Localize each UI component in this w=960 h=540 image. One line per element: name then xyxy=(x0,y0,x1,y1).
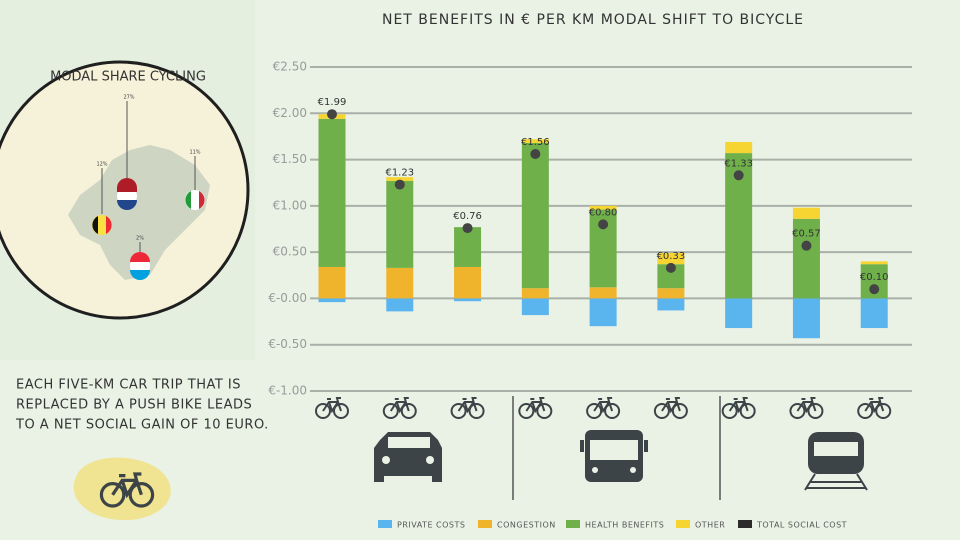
bar-segment xyxy=(792,218,820,299)
bar-segment xyxy=(792,207,820,219)
bike-icon xyxy=(857,397,892,419)
bar-segment xyxy=(318,298,346,303)
bar-segment xyxy=(589,205,617,210)
total-dot xyxy=(665,262,676,273)
y-tick-label: €2.50 xyxy=(273,60,307,74)
total-dot xyxy=(598,219,609,230)
bike-icon xyxy=(653,397,688,419)
y-tick-label: €1.00 xyxy=(273,198,307,212)
bike-icon xyxy=(721,397,756,419)
map-shape xyxy=(68,145,210,280)
bar-segment xyxy=(589,287,617,299)
bike-icon xyxy=(789,397,824,419)
legend-label: HEALTH BENEFITS xyxy=(585,521,664,530)
bar-segment xyxy=(386,267,414,299)
share-label: 11% xyxy=(189,150,200,156)
y-tick-label: €-1.00 xyxy=(268,384,307,398)
total-dot xyxy=(462,223,473,234)
bar-segment xyxy=(318,266,346,299)
legend-label: OTHER xyxy=(695,521,725,530)
bar-segment xyxy=(657,298,685,311)
legend-label: PRIVATE COSTS xyxy=(397,521,465,530)
y-tick-label: €1.50 xyxy=(273,152,307,166)
legend-swatch xyxy=(676,520,690,528)
total-dot xyxy=(530,149,541,160)
total-dot xyxy=(869,284,880,295)
bus-icon xyxy=(580,430,648,482)
legend-swatch xyxy=(738,520,752,528)
bar-segment xyxy=(386,180,414,268)
value-label: €0.80 xyxy=(589,207,618,218)
bar-segment xyxy=(860,298,888,329)
legend-swatch xyxy=(566,520,580,528)
bar-segment xyxy=(386,177,414,181)
share-label: 2% xyxy=(136,236,144,242)
bar-segment xyxy=(521,142,549,289)
value-label: €0.33 xyxy=(657,251,686,262)
bar-segment xyxy=(318,118,346,267)
bar-segment xyxy=(521,288,549,299)
value-label: €1.23 xyxy=(385,168,414,179)
total-dot xyxy=(394,179,405,190)
bike-icon xyxy=(450,397,485,419)
bar-segment xyxy=(454,266,482,299)
value-label: €0.76 xyxy=(453,211,482,222)
bar-segment xyxy=(860,261,888,265)
note-line: EACH FIVE-KM CAR TRIP THAT IS xyxy=(16,378,241,393)
legend-swatch xyxy=(378,520,392,528)
flag-it xyxy=(185,156,205,210)
train-icon xyxy=(804,432,868,491)
bar-segment xyxy=(589,298,617,327)
y-tick-label: €-0.00 xyxy=(268,291,307,305)
note-line: REPLACED BY A PUSH BIKE LEADS xyxy=(16,398,252,413)
bar-segment xyxy=(521,298,549,316)
legend-swatch xyxy=(478,520,492,528)
value-label: €1.99 xyxy=(318,97,347,108)
legend-label: CONGESTION xyxy=(497,521,556,530)
bike-icon xyxy=(518,397,553,419)
y-tick-label: €0.50 xyxy=(273,245,307,259)
bar-segment xyxy=(454,227,482,267)
share-label: 12% xyxy=(96,162,107,168)
bar-segment xyxy=(725,141,753,154)
flag-lu xyxy=(130,242,150,280)
value-label: €1.56 xyxy=(521,137,550,148)
bar-segment xyxy=(386,298,414,312)
legend-label: TOTAL SOCIAL COST xyxy=(756,521,847,530)
bar-segment xyxy=(521,139,549,143)
flag-be xyxy=(92,168,112,235)
bar-segment xyxy=(725,298,753,329)
total-dot xyxy=(801,240,812,251)
bike-icon xyxy=(586,397,621,419)
flag-nl xyxy=(117,101,137,210)
chart-title: NET BENEFITS IN € PER KM MODAL SHIFT TO … xyxy=(382,12,804,28)
note-line: TO A NET SOCIAL GAIN OF 10 EURO. xyxy=(15,418,269,433)
car-icon xyxy=(374,432,442,482)
y-tick-label: €2.00 xyxy=(273,106,307,120)
bike-icon xyxy=(315,397,349,419)
value-label: €1.33 xyxy=(724,158,753,169)
bike-icon xyxy=(382,397,417,419)
bar-segment xyxy=(792,298,820,339)
share-label: 27% xyxy=(123,95,134,101)
value-label: €0.10 xyxy=(860,272,889,283)
total-dot xyxy=(733,170,744,181)
map-title: MODAL SHARE CYCLING xyxy=(50,70,206,85)
total-dot xyxy=(327,109,337,120)
bar-segment xyxy=(657,253,685,265)
value-label: €0.57 xyxy=(792,229,821,240)
bar-segment xyxy=(657,288,685,299)
bar-segment xyxy=(454,298,482,302)
y-tick-label: €-0.50 xyxy=(268,337,307,351)
